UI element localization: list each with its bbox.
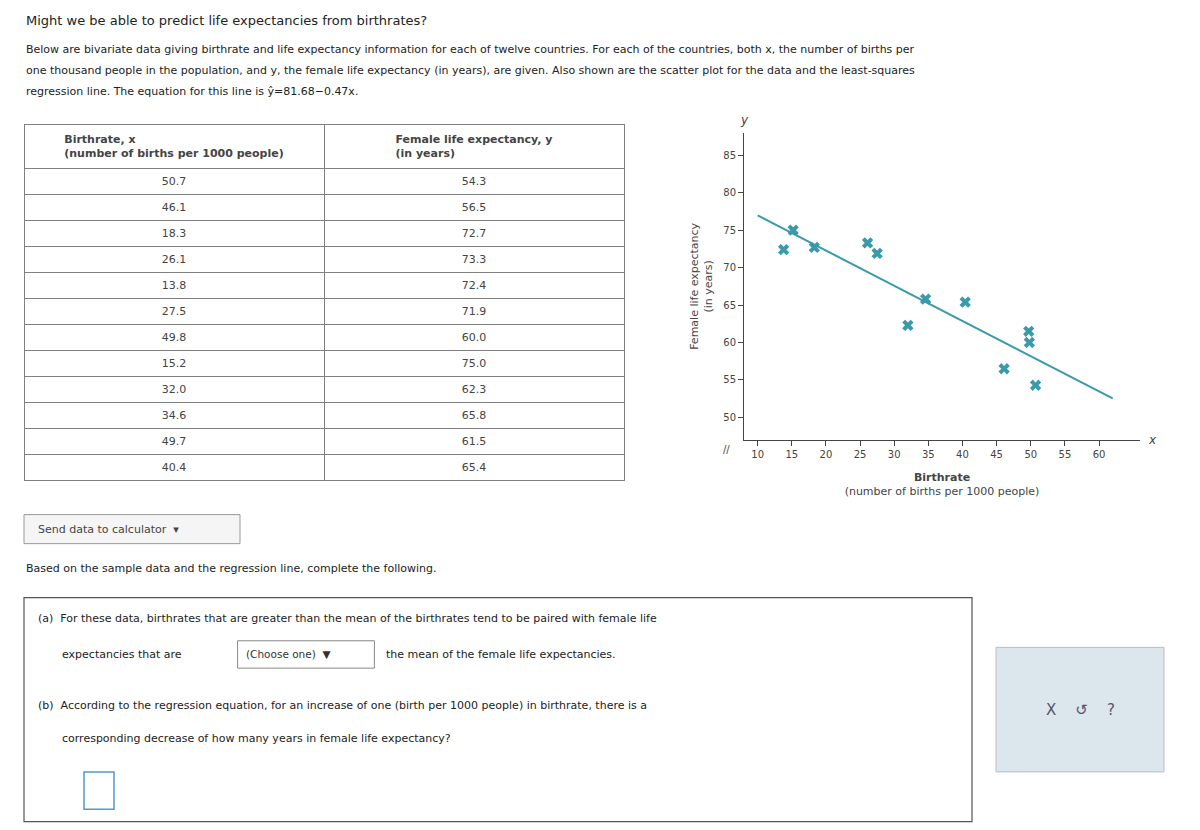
svg-text:Female life expectancy, y(in y: Female life expectancy, y(in years)	[395, 133, 552, 160]
svg-text:65.4: 65.4	[462, 461, 487, 474]
svg-text:18.3: 18.3	[162, 227, 187, 240]
svg-text:Below are bivariate data givin: Below are bivariate data giving birthrat…	[26, 43, 915, 56]
svg-text:20: 20	[820, 449, 833, 460]
svg-text:the mean of the female life ex: the mean of the female life expectancies…	[386, 648, 616, 661]
svg-text:40.4: 40.4	[162, 461, 187, 474]
svg-text:70: 70	[723, 262, 736, 273]
svg-text:15: 15	[785, 449, 798, 460]
svg-text:72.4: 72.4	[462, 279, 487, 292]
svg-text:60.0: 60.0	[462, 331, 487, 344]
svg-text:regression line. The equation: regression line. The equation for this l…	[26, 85, 358, 98]
svg-text:32.0: 32.0	[162, 383, 187, 396]
svg-text:(b) According to the regressi: (b) According to the regression equation…	[38, 699, 647, 712]
svg-text:10: 10	[751, 449, 764, 460]
svg-text:50: 50	[1024, 449, 1037, 460]
svg-text:(Choose one) ▼: (Choose one) ▼	[246, 648, 332, 660]
svg-text:72.7: 72.7	[462, 227, 487, 240]
svg-text:15.2: 15.2	[162, 357, 187, 370]
svg-text:corresponding decrease of how: corresponding decrease of how many years…	[62, 732, 451, 745]
svg-text:71.9: 71.9	[462, 305, 487, 318]
svg-text:40: 40	[956, 449, 969, 460]
svg-text:46.1: 46.1	[162, 201, 187, 214]
svg-text:60: 60	[1093, 449, 1106, 460]
svg-text:27.5: 27.5	[162, 305, 187, 318]
svg-text:49.7: 49.7	[162, 435, 187, 448]
svg-text:50.7: 50.7	[162, 175, 187, 188]
svg-text:73.3: 73.3	[462, 253, 487, 266]
svg-text:30: 30	[888, 449, 901, 460]
svg-text:80: 80	[723, 187, 736, 198]
svg-text:65.8: 65.8	[462, 409, 487, 422]
svg-text:35: 35	[922, 449, 935, 460]
svg-text:55: 55	[1059, 449, 1072, 460]
svg-text:45: 45	[990, 449, 1003, 460]
svg-text:Might we be able to predict li: Might we be able to predict life expecta…	[26, 13, 427, 28]
svg-text:75.0: 75.0	[462, 357, 487, 370]
svg-text:61.5: 61.5	[462, 435, 487, 448]
svg-text:Birthrate(number of births per: Birthrate(number of births per 1000 peop…	[845, 471, 1040, 498]
svg-text:50: 50	[723, 412, 736, 423]
svg-text:Female life expectancy(in year: Female life expectancy(in years)	[688, 222, 715, 349]
svg-text:Send data to calculator ▾: Send data to calculator ▾	[38, 523, 179, 536]
svg-text:26.1: 26.1	[162, 253, 187, 266]
svg-text:75: 75	[723, 225, 736, 236]
svg-text:85: 85	[723, 150, 736, 161]
svg-text:65: 65	[723, 300, 736, 311]
svg-text:54.3: 54.3	[462, 175, 487, 188]
svg-text:56.5: 56.5	[462, 201, 487, 214]
svg-text:60: 60	[723, 337, 736, 348]
svg-text:13.8: 13.8	[162, 279, 187, 292]
svg-text:Birthrate, x(number of births: Birthrate, x(number of births per 1000 p…	[64, 133, 284, 160]
svg-text:49.8: 49.8	[162, 331, 187, 344]
svg-text:(a) For these data, birthrate: (a) For these data, birthrates that are …	[38, 612, 657, 625]
svg-text:Based on the sample data and t: Based on the sample data and the regress…	[26, 562, 437, 575]
svg-text:25: 25	[854, 449, 867, 460]
svg-text://: //	[723, 444, 730, 455]
svg-text:expectancies that are: expectancies that are	[62, 648, 182, 661]
svg-text:x: x	[1148, 433, 1157, 447]
svg-text:y: y	[740, 113, 749, 127]
svg-text:X ↺ ?: X ↺ ?	[1046, 701, 1115, 719]
svg-text:one thousand people in the pop: one thousand people in the population, a…	[26, 64, 915, 77]
svg-text:62.3: 62.3	[462, 383, 487, 396]
svg-text:34.6: 34.6	[162, 409, 187, 422]
svg-text:55: 55	[723, 374, 736, 385]
